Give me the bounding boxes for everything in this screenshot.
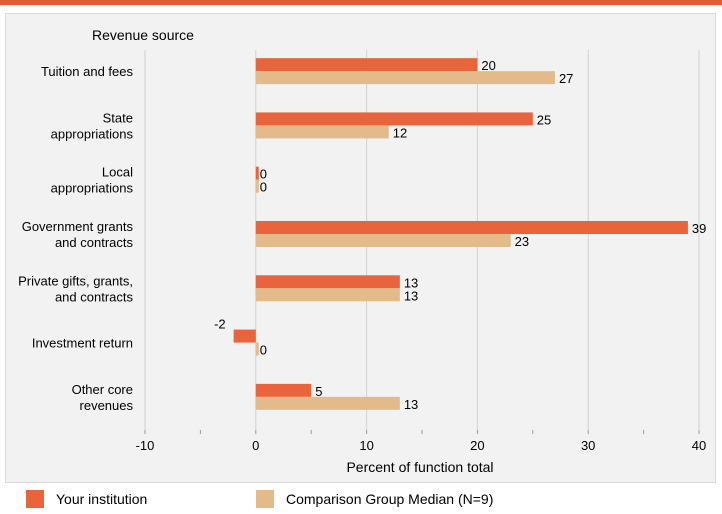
category-label: appropriations <box>51 181 134 196</box>
bar-series-0 <box>255 112 533 126</box>
category-label: and contracts <box>55 235 134 250</box>
bar-series-1 <box>255 396 400 410</box>
legend-swatch-comparison-group <box>256 490 274 508</box>
category-label: Private gifts, grants, <box>18 273 133 288</box>
x-tick-label: 10 <box>359 438 373 453</box>
top-accent-bar <box>0 0 722 5</box>
data-label: 20 <box>481 58 495 73</box>
data-label: 39 <box>692 221 706 236</box>
bar-series-0 <box>255 166 259 180</box>
data-label: 12 <box>393 125 407 140</box>
category-label: Investment return <box>32 336 133 351</box>
data-label: 0 <box>260 180 267 195</box>
bar-series-0 <box>233 329 256 343</box>
data-label: 13 <box>404 275 418 290</box>
x-tick-label: 20 <box>470 438 484 453</box>
data-label: 27 <box>559 71 573 86</box>
bar-series-1 <box>255 179 259 193</box>
data-label: -2 <box>214 317 226 332</box>
legend-swatch-your-institution <box>26 490 44 508</box>
x-tick-label: 40 <box>692 438 706 453</box>
category-label: State <box>103 110 133 125</box>
bar-series-0 <box>255 275 400 289</box>
category-label: Tuition and fees <box>41 64 134 79</box>
data-label: 5 <box>315 384 322 399</box>
legend-label-comparison-group: Comparison Group Median (N=9) <box>286 491 494 507</box>
category-label: and contracts <box>55 289 134 304</box>
legend-item-comparison-group: Comparison Group Median (N=9) <box>256 489 493 509</box>
category-label: appropriations <box>51 126 134 141</box>
bars <box>233 58 688 410</box>
data-label: 13 <box>404 397 418 412</box>
bar-series-0 <box>255 383 312 397</box>
bar-series-1 <box>255 71 555 85</box>
data-label: 23 <box>515 234 529 249</box>
bar-series-0 <box>255 58 478 72</box>
category-label: Government grants <box>22 219 134 234</box>
category-label: revenues <box>80 398 134 413</box>
data-label: 13 <box>404 288 418 303</box>
bar-series-1 <box>255 234 511 247</box>
bar-series-1 <box>255 288 400 302</box>
category-axis-title: Revenue source <box>92 27 194 43</box>
legend-item-your-institution: Your institution <box>26 489 147 509</box>
bar-series-1 <box>255 342 259 356</box>
legend-label-your-institution: Your institution <box>56 491 148 507</box>
data-label: 0 <box>260 343 267 358</box>
x-tick-label: 30 <box>581 438 595 453</box>
x-tick-label: 0 <box>252 438 259 453</box>
category-label: Other core <box>72 382 133 397</box>
category-label: Local <box>102 165 133 180</box>
bar-series-1 <box>255 125 389 139</box>
x-axis-title: Percent of function total <box>346 459 493 475</box>
x-tick-label: -10 <box>136 438 155 453</box>
bar-series-0 <box>255 221 688 234</box>
data-label: 25 <box>537 112 551 127</box>
data-label: 0 <box>260 167 267 182</box>
legend: Your institution Comparison Group Median… <box>0 484 722 514</box>
